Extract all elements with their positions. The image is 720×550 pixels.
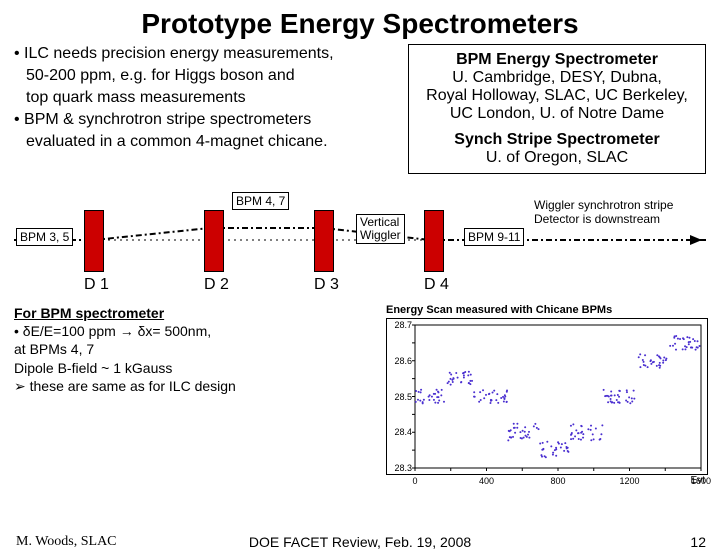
side-note: Wiggler synchrotron stripe Detector is d… (534, 198, 673, 226)
magnet (204, 210, 224, 272)
box-heading: BPM Energy Spectrometer (417, 51, 697, 69)
bullet-line: • BPM & synchrotron stripe spectrometers (14, 110, 398, 130)
footer-right: 12 (690, 534, 706, 550)
chicane-diagram: BPM 3, 5 BPM 4, 7 BPM 9-11 Vertical Wigg… (14, 180, 706, 300)
box-text: U. Cambridge, DESY, Dubna, (417, 69, 697, 87)
bullet-line: evaluated in a common 4-magnet chicane. (14, 132, 398, 152)
d-label: D 4 (424, 276, 449, 294)
plot-wrap: Energy Scan measured with Chicane BPMs 2… (386, 304, 706, 475)
scatter-plot: 28.328.428.528.628.7040080012001600Evt (386, 318, 708, 475)
footer-center: DOE FACET Review, Feb. 19, 2008 (0, 534, 720, 550)
magnet (84, 210, 104, 272)
bpm-label: BPM 9-11 (464, 228, 524, 246)
bpm-label: BPM 4, 7 (232, 192, 289, 210)
bullet-block: • ILC needs precision energy measurement… (14, 44, 398, 174)
spec-line: • δE/E=100 ppm → δx= 500nm, (14, 322, 374, 340)
collab-box: BPM Energy Spectrometer U. Cambridge, DE… (408, 44, 706, 174)
spec-heading: For BPM spectrometer (14, 304, 374, 322)
top-row: • ILC needs precision energy measurement… (0, 44, 720, 174)
box-text: UC London, U. of Notre Dame (417, 105, 697, 123)
bullet-line: • ILC needs precision energy measurement… (14, 44, 398, 64)
wiggler-label: Vertical Wiggler (356, 214, 405, 244)
lower-row: For BPM spectrometer • δE/E=100 ppm → δx… (0, 300, 720, 475)
box-text: Royal Holloway, SLAC, UC Berkeley, (417, 87, 697, 105)
spec-line: at BPMs 4, 7 (14, 340, 374, 358)
box-heading: Synch Stripe Spectrometer (417, 131, 697, 149)
magnet (424, 210, 444, 272)
plot-svg (387, 319, 707, 474)
spec-block: For BPM spectrometer • δE/E=100 ppm → δx… (14, 304, 374, 475)
spec-line: Dipole B-field ~ 1 kGauss (14, 359, 374, 377)
d-label: D 2 (204, 276, 229, 294)
spec-line: ➢ these are same as for ILC design (14, 377, 374, 395)
side-line: Wiggler synchrotron stripe (534, 198, 673, 212)
plot-title: Energy Scan measured with Chicane BPMs (386, 304, 706, 316)
d-label: D 1 (84, 276, 109, 294)
box-text: U. of Oregon, SLAC (417, 149, 697, 167)
wiggler-text: Wiggler (360, 229, 401, 242)
bpm-label: BPM 3, 5 (16, 228, 73, 246)
magnet (314, 210, 334, 272)
side-line: Detector is downstream (534, 212, 673, 226)
bullet-line: 50-200 ppm, e.g. for Higgs boson and (14, 66, 398, 86)
page-title: Prototype Energy Spectrometers (0, 0, 720, 44)
d-label: D 3 (314, 276, 339, 294)
bullet-line: top quark mass measurements (14, 88, 398, 108)
